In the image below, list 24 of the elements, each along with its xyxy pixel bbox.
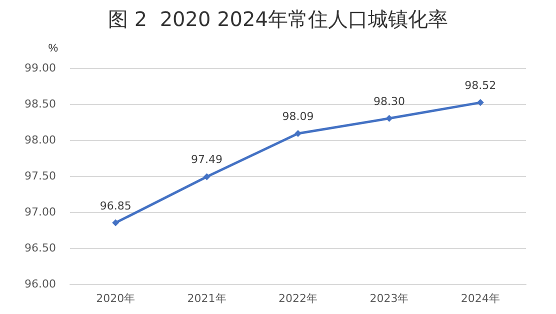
point [386, 114, 393, 122]
point [476, 99, 484, 106]
y-tick-label: 98.50 [24, 98, 56, 110]
y-tick-label: 96.00 [24, 278, 56, 290]
y-tick-label: 97.50 [24, 170, 56, 182]
text: 98.30 [373, 94, 405, 108]
chart-title: 图 2 2020 2024年常住人口城镇化率 [108, 7, 448, 31]
y-axis-title: % [48, 42, 58, 54]
text: 98.52 [464, 79, 496, 92]
y-tick-label: 99.00 [24, 62, 56, 74]
y-tick-label: 98.00 [24, 134, 56, 146]
point [112, 219, 120, 226]
text: 96.85 [100, 199, 132, 212]
text: 98.09 [282, 110, 314, 124]
text: 97.49 [191, 153, 223, 166]
point [294, 130, 302, 138]
x-tick-label: 2020年 [96, 292, 136, 305]
x-tick-label: 2021年 [187, 292, 226, 305]
y-tick-label: 97.00 [24, 206, 56, 218]
y-tick-label: 96.50 [24, 242, 56, 254]
point [203, 173, 210, 180]
x-tick-label: 2024年 [460, 292, 500, 305]
x-tick-label: 2023年 [370, 292, 409, 305]
x-tick-label: 2022年 [278, 292, 318, 305]
